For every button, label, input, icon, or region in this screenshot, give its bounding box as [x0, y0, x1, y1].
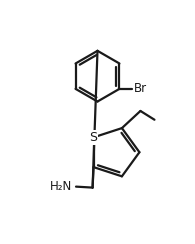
Text: S: S [90, 131, 98, 144]
Text: H₂N: H₂N [50, 180, 72, 193]
Text: Br: Br [134, 82, 147, 95]
